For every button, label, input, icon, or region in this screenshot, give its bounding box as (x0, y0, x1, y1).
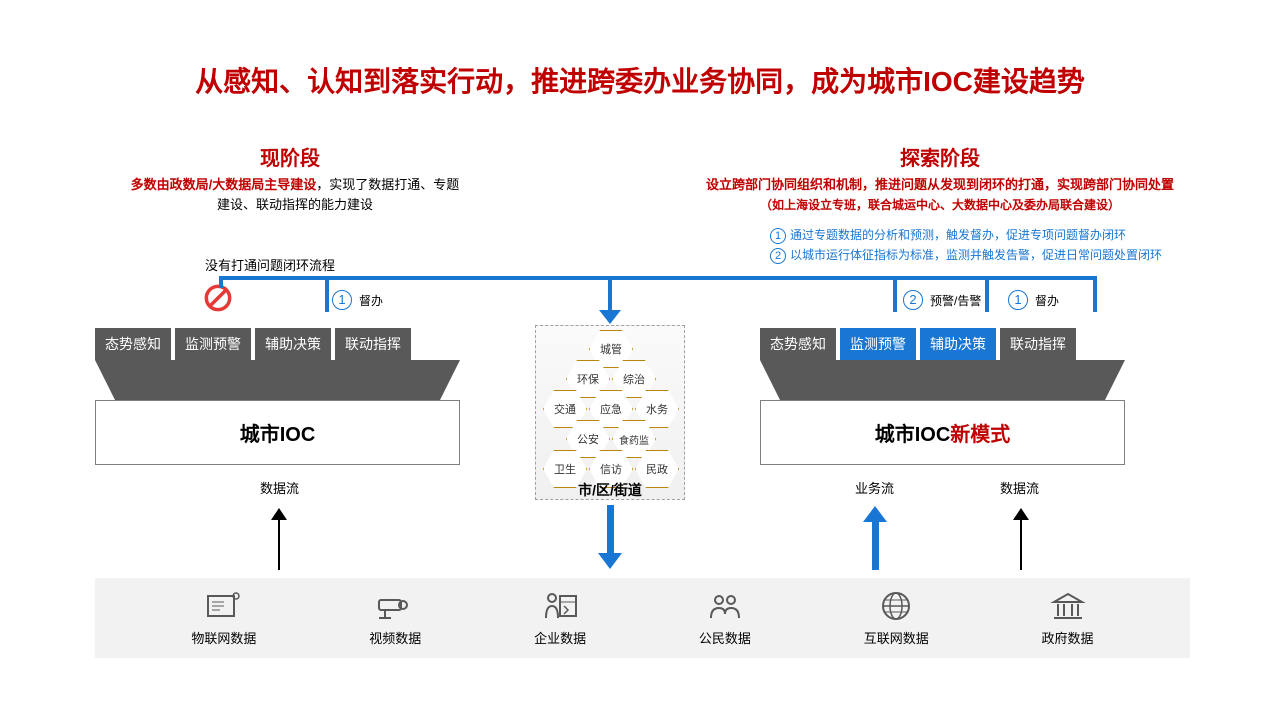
tab-command: 联动指挥 (335, 328, 411, 360)
left-ioc-label: 城市IOC (240, 418, 316, 447)
no-entry-icon (204, 284, 232, 312)
list1-text: 通过专题数据的分析和预测，触发督办，促进专项问题督办闭环 (790, 228, 1126, 242)
right-numbered-list: 1 通过专题数据的分析和预测，触发督办，促进专项问题督办闭环 2 以城市运行体征指标… (770, 225, 1230, 266)
right-ioc-box: 城市IOC 新模式 (760, 400, 1125, 465)
page-title: 从感知、认知到落实行动，推进跨委办业务协同，成为城市IOC建设趋势 (60, 60, 1220, 100)
right-flow-label-a: 业务流 (855, 478, 894, 497)
data-label-1: 视频数据 (369, 628, 421, 647)
data-item-enterprise: 企业数据 (534, 590, 586, 647)
right-annot-2: 2 预警/告警 (903, 290, 981, 310)
center-departments-box: 城管 环保 综治 交通 应急 水务 公安 食药监 卫生 信访 民政 (535, 325, 685, 500)
tab-command-r: 联动指挥 (1000, 328, 1076, 360)
tab-situational-r: 态势感知 (760, 328, 836, 360)
data-label-5: 政府数据 (1042, 628, 1094, 647)
annot-circle-1: 1 (332, 290, 352, 310)
tab-monitor: 监测预警 (175, 328, 251, 360)
data-label-2: 企业数据 (534, 628, 586, 647)
data-item-video: 视频数据 (369, 590, 421, 647)
right-ioc-label-a: 城市IOC (875, 418, 951, 447)
center-blue-arrow-shaft (607, 505, 614, 555)
citizen-icon (705, 590, 745, 622)
data-item-citizen: 公民数据 (699, 590, 751, 647)
title-text-1: 从感知、认知到落实行动，推进跨委办业务协同，成为城市 (195, 66, 923, 97)
blue-stem-right-2 (893, 276, 897, 312)
tab-decision: 辅助决策 (255, 328, 331, 360)
left-sub-bold: 多数由政数局/大数据局主导建设 (131, 177, 317, 192)
video-icon (375, 590, 415, 622)
left-tabs: 态势感知 监测预警 辅助决策 联动指挥 (95, 328, 411, 360)
tab-decision-r: 辅助决策 (920, 328, 996, 360)
right-black-arrow-shaft (1020, 520, 1022, 570)
num-circle-2: 2 (770, 248, 786, 264)
tab-monitor-r: 监测预警 (840, 328, 916, 360)
list2-text: 以城市运行体征指标为标准，监测并触发告警，促进日常问题处置闭环 (790, 248, 1162, 262)
right-flow-label-b: 数据流 (1000, 478, 1039, 497)
internet-icon (876, 590, 916, 622)
right-phase-sub: 设立跨部门协同组织和机制，推进问题从发现到闭环的打通，实现跨部门协同处置 （如上… (660, 175, 1220, 214)
num-circle-1: 1 (770, 228, 786, 244)
data-item-iot: 物联网数据 (191, 590, 256, 647)
data-item-gov: 政府数据 (1042, 590, 1094, 647)
data-label-4: 互联网数据 (864, 628, 929, 647)
annot-2-text: 预警/告警 (930, 292, 981, 309)
right-sub-note: （如上海设立专班，联合城运中心、大数据中心及委办局联合建设） (760, 198, 1120, 212)
blue-stub-left (219, 276, 223, 288)
data-sources-bar: 物联网数据 视频数据 企业数据 公民数据 互联网数据 政府数据 (95, 578, 1190, 658)
left-ioc-box: 城市IOC (95, 400, 460, 465)
right-blue-arrow-head (863, 506, 887, 522)
title-text-2: 建设趋势 (973, 66, 1085, 97)
blue-arrow-center-down (599, 310, 621, 324)
center-blue-arrow-head (598, 553, 622, 569)
gov-icon (1048, 590, 1088, 622)
right-annot-1: 1 督办 (1008, 290, 1059, 310)
right-black-arrow-head (1013, 508, 1029, 520)
left-black-arrow-head (271, 508, 287, 520)
data-label-3: 公民数据 (699, 628, 751, 647)
list-item-2: 2 以城市运行体征指标为标准，监测并触发告警，促进日常问题处置闭环 (770, 245, 1230, 265)
iot-icon (204, 590, 244, 622)
left-annot-1: 1 督办 (332, 290, 383, 310)
left-flow-label: 数据流 (260, 478, 299, 497)
data-item-internet: 互联网数据 (864, 590, 929, 647)
center-label: 市/区/街道 (535, 480, 685, 500)
left-no-loop-label: 没有打通问题闭环流程 (205, 255, 335, 274)
right-ioc-label-b: 新模式 (950, 418, 1010, 447)
right-blue-arrow-shaft (872, 520, 879, 570)
right-tabs: 态势感知 监测预警 辅助决策 联动指挥 (760, 328, 1076, 360)
annot-1-text: 督办 (359, 292, 383, 309)
left-black-arrow-shaft (278, 520, 280, 570)
tab-situational: 态势感知 (95, 328, 171, 360)
blue-stem-center (608, 276, 612, 312)
right-phase-title: 探索阶段 (870, 142, 1010, 171)
blue-stem-right-1b (1093, 276, 1097, 312)
annot-circle-1r: 1 (1008, 290, 1028, 310)
right-sub-bold: 设立跨部门协同组织和机制，推进问题从发现到闭环的打通，实现跨部门协同处置 (706, 177, 1174, 192)
list-item-1: 1 通过专题数据的分析和预测，触发督办，促进专项问题督办闭环 (770, 225, 1230, 245)
enterprise-icon (540, 590, 580, 622)
left-phase-sub: 多数由政数局/大数据局主导建设，实现了数据打通、专题建设、联动指挥的能力建设 (130, 175, 460, 214)
left-trapezoid (95, 360, 460, 400)
annot-1r-text: 督办 (1035, 292, 1059, 309)
right-trapezoid (760, 360, 1125, 400)
blue-stem-left (325, 276, 329, 312)
data-label-0: 物联网数据 (191, 628, 256, 647)
blue-horizontal-line (219, 276, 1095, 280)
left-phase-title: 现阶段 (220, 142, 360, 171)
annot-circle-2r: 2 (903, 290, 923, 310)
title-ioc: IOC (923, 66, 973, 97)
blue-stem-right-1 (985, 276, 989, 312)
